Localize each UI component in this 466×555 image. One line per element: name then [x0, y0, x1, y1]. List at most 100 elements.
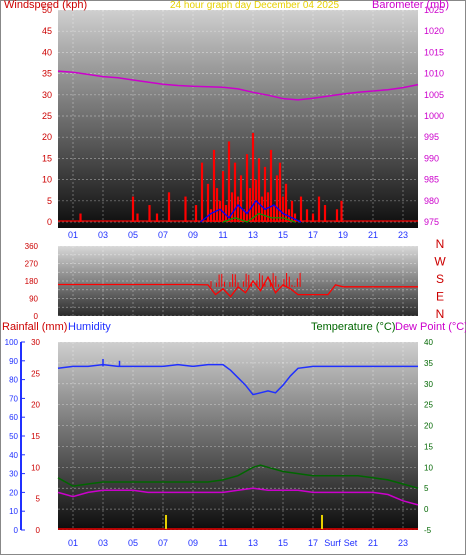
wind-x-tick: 13	[248, 230, 258, 240]
wind-y-tick: 40	[42, 47, 52, 57]
barometer-y-tick: 1005	[424, 90, 444, 100]
wind-bar	[155, 213, 159, 222]
barometer-y-tick: 1015	[424, 47, 444, 57]
wind-x-tick: 05	[128, 230, 138, 240]
wind-bar	[275, 175, 279, 222]
humidity-y-tick: 100	[5, 338, 19, 347]
wind-bar	[260, 196, 264, 222]
humidity-y-tick: 50	[9, 432, 18, 441]
wind-y-tick: 25	[42, 111, 52, 121]
temperature-y-tick: 0	[424, 505, 429, 514]
barometer-line	[57, 70, 419, 101]
temperature-y-tick: 40	[424, 338, 433, 347]
compass-label: W	[434, 255, 446, 269]
wind-bar	[131, 196, 135, 222]
barometer-y-tick: 980	[424, 196, 439, 206]
temperature-x-tick: 09	[188, 538, 198, 548]
humidity-y-tick: 40	[9, 451, 18, 460]
humidity-y-tick: 0	[14, 526, 19, 535]
wind-bar	[227, 141, 231, 222]
temperature-x-tick: 13	[248, 538, 258, 548]
wind-bar	[230, 192, 234, 222]
wind-bar	[311, 213, 315, 222]
axis-labels: 0510152025303540455097598098599099510001…	[5, 5, 447, 548]
barometer-y-tick: 990	[424, 153, 439, 163]
compass-label: N	[436, 237, 445, 251]
wind-bar	[290, 200, 294, 222]
temperature-y-tick: 15	[424, 442, 433, 451]
dewpoint-axis-title: Dew Point (°C)	[395, 321, 466, 333]
wind-y-tick: 0	[47, 217, 52, 227]
direction-gust-line	[222, 212, 296, 223]
temperature-x-tick: 21	[368, 538, 378, 548]
wind-panel	[58, 10, 418, 228]
temperature-x-tick: Set	[344, 538, 358, 548]
wind-x-tick: 23	[398, 230, 408, 240]
humidity-y-tick: 60	[9, 413, 18, 422]
barometer-y-tick: 1010	[424, 69, 444, 79]
wind-bar	[194, 205, 198, 222]
wind-bar	[239, 175, 243, 222]
wind-bar	[251, 132, 255, 222]
wind-bar	[272, 205, 276, 222]
humidity-y-tick: 30	[9, 470, 18, 479]
wind-bar	[245, 154, 249, 222]
direction-panel	[58, 246, 418, 316]
wind-bar	[206, 183, 210, 222]
humidity-y-tick: 80	[9, 376, 18, 385]
humidity-y-tick: 20	[9, 488, 18, 497]
wind-x-tick: 15	[278, 230, 288, 240]
temperature-x-tick: 01	[68, 538, 78, 548]
temperature-marks	[57, 358, 419, 530]
temperature-axis-title: Temperature (°C)	[311, 321, 395, 333]
wind-bar	[284, 183, 288, 222]
barometer-y-tick: 985	[424, 175, 439, 185]
wind-bar	[257, 158, 261, 222]
humidity-y-tick: 10	[9, 507, 18, 516]
temperature-x-tick: 23	[398, 538, 408, 548]
dewpoint-line	[57, 487, 419, 506]
wind-bar	[340, 200, 343, 222]
temperature-line	[57, 464, 419, 489]
wind-bar	[233, 162, 237, 222]
windspeed-axis-title: Windspeed (kph)	[4, 0, 87, 11]
temperature-x-tick: 11	[218, 538, 227, 548]
rain-y-tick: 20	[31, 401, 40, 410]
compass-label: N	[436, 307, 445, 321]
rain-y-tick: 15	[31, 432, 40, 441]
barometer-y-tick: 1020	[424, 26, 444, 36]
wind-bar	[236, 196, 240, 222]
rain-y-tick: 30	[31, 338, 40, 347]
compass-label: S	[436, 272, 444, 286]
temperature-grid	[58, 341, 418, 531]
wind-bar	[79, 213, 82, 222]
wind-y-tick: 50	[42, 5, 52, 15]
temperature-x-tick: 05	[128, 538, 138, 548]
temperature-x-tick: 03	[98, 538, 108, 548]
wind-bar	[167, 192, 171, 222]
wind-bar	[335, 209, 339, 222]
temperature-y-tick: -5	[424, 526, 432, 535]
direction-y-tick: 360	[25, 242, 39, 251]
wind-bar	[278, 162, 282, 222]
wind-x-tick: 03	[98, 230, 108, 240]
wind-bar	[305, 209, 309, 222]
temperature-panel	[58, 342, 418, 530]
gust-line	[200, 199, 302, 223]
temperature-y-tick: 30	[424, 380, 433, 389]
temperature-y-tick: 5	[424, 484, 429, 493]
wind-bar	[293, 213, 297, 222]
wind-bar	[136, 213, 139, 222]
wind-y-tick: 10	[42, 175, 52, 185]
direction-line	[58, 275, 418, 298]
temperature-x-tick: 15	[278, 538, 288, 548]
wind-x-tick: 21	[368, 230, 378, 240]
humidity-axis-title: Humidity	[68, 321, 111, 333]
rainfall-axis-title: Rainfall (mm)	[2, 321, 67, 333]
rain-y-tick: 5	[36, 495, 41, 504]
wind-marks	[57, 70, 419, 223]
wind-bar	[263, 166, 267, 222]
rain-y-tick: 0	[36, 526, 41, 535]
humidity-y-tick: 90	[9, 357, 18, 366]
